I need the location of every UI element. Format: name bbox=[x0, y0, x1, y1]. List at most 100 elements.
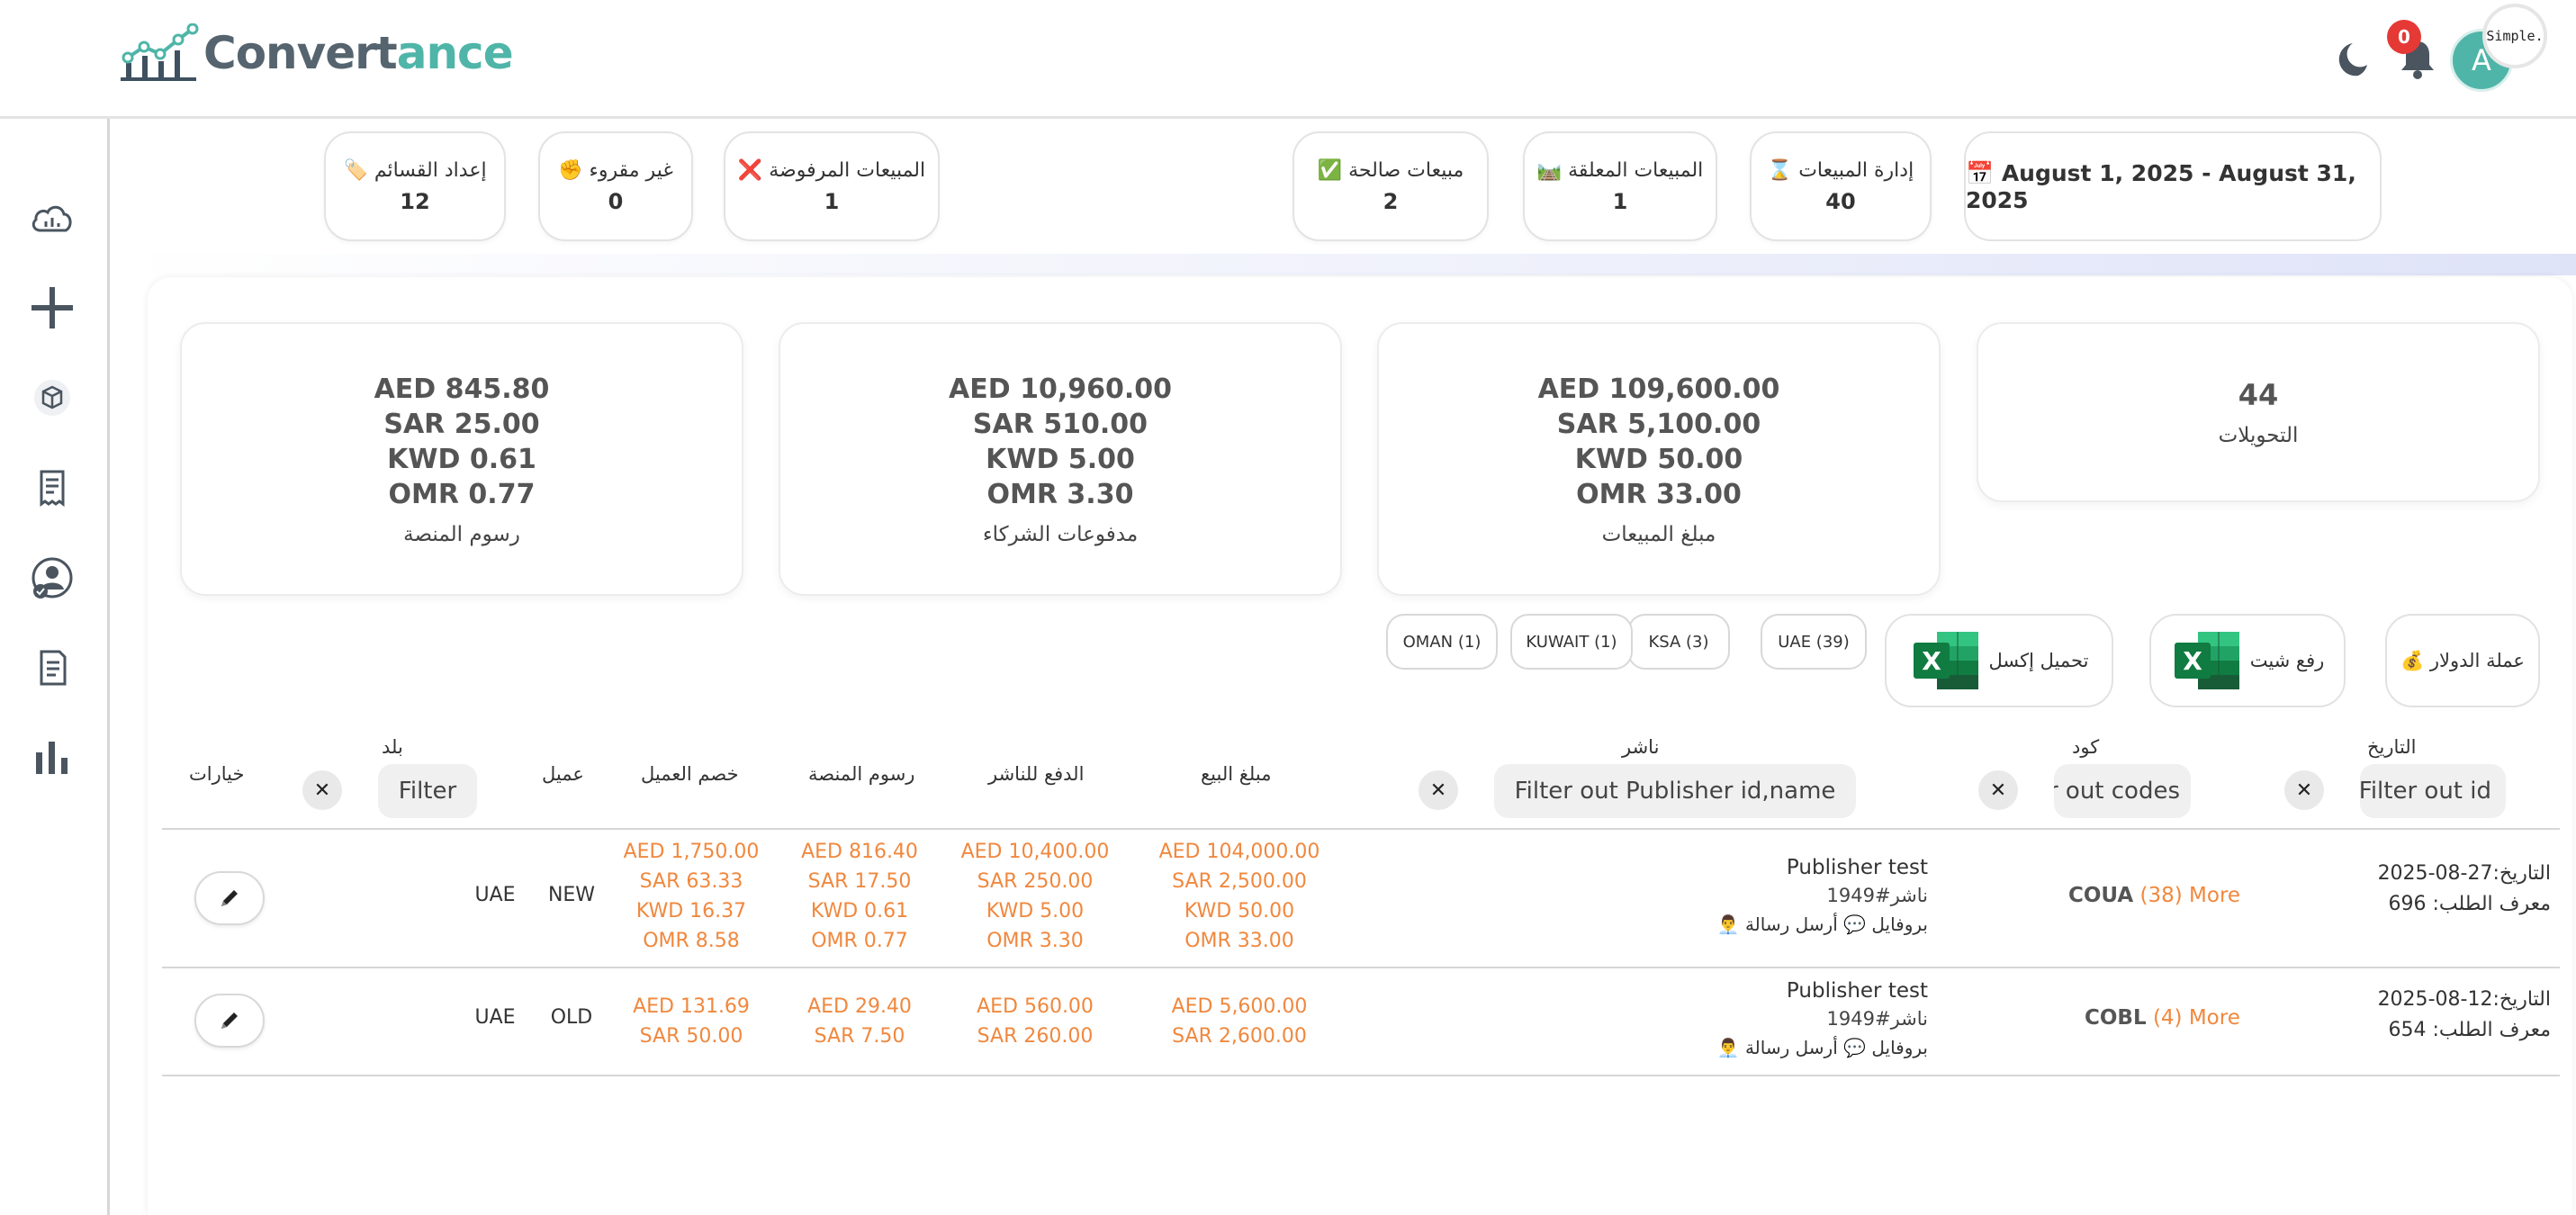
card-line: OMR 0.77 bbox=[388, 479, 536, 510]
row-country: UAE bbox=[474, 1006, 516, 1029]
invoice-icon[interactable] bbox=[27, 643, 77, 693]
plus-icon[interactable] bbox=[27, 283, 77, 333]
amount-line: SAR 2,600.00 bbox=[1172, 1025, 1307, 1048]
country-filter-oman[interactable]: OMAN (1) bbox=[1386, 614, 1498, 670]
country-filter-kuwait[interactable]: KUWAIT (1) bbox=[1510, 614, 1633, 670]
pencil-icon bbox=[221, 1012, 238, 1029]
simple-badge[interactable]: Simple. bbox=[2482, 4, 2547, 68]
card-line: AED 10,960.00 bbox=[949, 374, 1172, 405]
stat-rejected-sales[interactable]: ❌ المبيعات المرفوضة 1 bbox=[724, 131, 940, 241]
row-code: COUA (38) More bbox=[2068, 884, 2240, 907]
amount-line: OMR 0.77 bbox=[811, 930, 908, 952]
header-publisher-payment: الدفع للناشر bbox=[988, 763, 1085, 785]
row-order-id: معرف الطلب: 696 bbox=[2388, 893, 2552, 915]
amount-line: SAR 250.00 bbox=[977, 870, 1094, 893]
publisher-id: ناشر#1949 bbox=[1826, 885, 1928, 906]
user-check-icon[interactable] bbox=[27, 553, 77, 603]
stat-valid-sales[interactable]: ✅ مبيعات صالحة 2 bbox=[1293, 131, 1489, 241]
row-platform-fee: AED 29.40 SAR 7.50 bbox=[783, 992, 936, 1051]
row-publisher-payment: AED 560.00 SAR 260.00 bbox=[945, 992, 1125, 1051]
edit-row-button[interactable] bbox=[194, 871, 265, 925]
row-publisher-payment: AED 10,400.00 SAR 250.00 KWD 5.00 OMR 3.… bbox=[945, 837, 1125, 956]
clear-country-filter-button[interactable]: ✕ bbox=[302, 770, 342, 810]
moon-icon[interactable] bbox=[2331, 40, 2371, 79]
amount-line: OMR 3.30 bbox=[986, 930, 1084, 952]
card-line: AED 109,600.00 bbox=[1537, 374, 1780, 405]
header-country: بلد bbox=[382, 736, 403, 758]
publisher-filter-input[interactable]: Filter out Publisher id,name bbox=[1494, 764, 1856, 818]
edit-row-button[interactable] bbox=[194, 994, 265, 1048]
amount-line: AED 560.00 bbox=[977, 995, 1094, 1018]
stat-unread[interactable]: ✊ غير مقروء 0 bbox=[538, 131, 693, 241]
stat-label: 🛤️ المبيعات المعلقة bbox=[1536, 158, 1704, 182]
bar-chart-icon[interactable] bbox=[27, 733, 77, 783]
box-icon[interactable] bbox=[27, 373, 77, 423]
row-code-more-link[interactable]: (38) More bbox=[2139, 884, 2241, 907]
amount-line: OMR 33.00 bbox=[1184, 930, 1294, 952]
date-range-picker[interactable]: 📅 August 1, 2025 - August 31, 2025 bbox=[1964, 131, 2382, 241]
receipt-icon[interactable] bbox=[27, 463, 77, 513]
usd-currency-button[interactable]: 💰 عملة الدولار bbox=[2385, 614, 2540, 707]
card-title: مدفوعات الشركاء bbox=[982, 523, 1139, 546]
card-line: SAR 510.00 bbox=[972, 409, 1148, 440]
download-excel-button[interactable]: X تحميل إكسل bbox=[1885, 614, 2113, 707]
country-filter-ksa[interactable]: KSA (3) bbox=[1627, 614, 1730, 670]
stat-lists-prep[interactable]: 🏷️ إعداد القسائم 12 bbox=[324, 131, 506, 241]
country-filter-uae[interactable]: UAE (39) bbox=[1761, 614, 1867, 670]
row-order-id: معرف الطلب: 654 bbox=[2388, 1019, 2552, 1041]
row-divider bbox=[162, 1075, 2560, 1076]
stat-label: ❌ المبيعات المرفوضة bbox=[737, 158, 926, 182]
sidebar bbox=[0, 119, 110, 1215]
clear-code-filter-button[interactable]: ✕ bbox=[1978, 770, 2018, 810]
cloud-icon[interactable] bbox=[27, 193, 77, 243]
svg-text:X: X bbox=[1922, 646, 1941, 676]
row-customer: OLD bbox=[550, 1006, 593, 1029]
card-title: رسوم المنصة bbox=[403, 523, 520, 546]
excel-icon: X bbox=[2174, 632, 2239, 689]
divider-strip bbox=[110, 254, 2576, 275]
upload-sheet-button[interactable]: X رفع شيت bbox=[2149, 614, 2346, 707]
amount-line: AED 29.40 bbox=[807, 995, 912, 1018]
logo-text-part1: Convert bbox=[203, 27, 398, 79]
row-customer-discount: AED 131.69 SAR 50.00 bbox=[612, 992, 770, 1051]
publisher-links[interactable]: 👨‍💼 بروفايل 💬 أرسل رسالة bbox=[1716, 914, 1928, 935]
stat-label: ⌛ إدارة المبيعات bbox=[1767, 158, 1914, 182]
row-divider bbox=[162, 967, 2560, 968]
publisher-links[interactable]: 👨‍💼 بروفايل 💬 أرسل رسالة bbox=[1716, 1037, 1928, 1058]
card-platform-fees: AED 845.80 SAR 25.00 KWD 0.61 OMR 0.77 ر… bbox=[180, 322, 743, 596]
card-line: SAR 5,100.00 bbox=[1556, 409, 1761, 440]
pencil-icon bbox=[221, 890, 238, 906]
stat-value: 1 bbox=[1612, 188, 1628, 214]
amount-line: SAR 7.50 bbox=[814, 1025, 905, 1048]
row-code-more-link[interactable]: (4) More bbox=[2152, 1006, 2240, 1030]
card-line: KWD 0.61 bbox=[387, 444, 536, 475]
logo-text-part2: ance bbox=[396, 27, 514, 79]
card-title: التحويلات bbox=[2218, 423, 2299, 447]
header-code: كود bbox=[2072, 736, 2100, 758]
logo[interactable]: Convertance bbox=[117, 23, 514, 83]
logo-chart-icon bbox=[121, 23, 199, 81]
card-line: KWD 50.00 bbox=[1574, 444, 1743, 475]
amount-line: SAR 2,500.00 bbox=[1172, 870, 1307, 893]
amount-line: KWD 5.00 bbox=[986, 900, 1085, 922]
country-filter-input[interactable]: Filter bbox=[378, 764, 477, 818]
card-partner-payments: AED 10,960.00 SAR 510.00 KWD 5.00 OMR 3.… bbox=[779, 322, 1342, 596]
row-sale-amount: AED 5,600.00 SAR 2,600.00 bbox=[1148, 992, 1331, 1051]
row-customer: NEW bbox=[547, 884, 596, 906]
date-filter-input[interactable]: Filter out id bbox=[2360, 764, 2506, 818]
amount-line: SAR 17.50 bbox=[807, 870, 912, 893]
publisher-name: Publisher test bbox=[1786, 856, 1928, 879]
code-filter-input[interactable]: Filter out codes bbox=[2054, 764, 2191, 818]
amount-line: AED 1,750.00 bbox=[623, 841, 760, 863]
svg-text:X: X bbox=[2183, 646, 2202, 676]
row-date: التاريخ:12-08-2025 bbox=[2377, 988, 2551, 1011]
card-line: OMR 33.00 bbox=[1576, 479, 1742, 510]
header-customer: عميل bbox=[542, 763, 584, 785]
stat-pending-sales[interactable]: 🛤️ المبيعات المعلقة 1 bbox=[1523, 131, 1717, 241]
amount-line: SAR 260.00 bbox=[977, 1025, 1094, 1048]
clear-date-filter-button[interactable]: ✕ bbox=[2284, 770, 2324, 810]
clear-publisher-filter-button[interactable]: ✕ bbox=[1419, 770, 1458, 810]
stat-sales-management[interactable]: ⌛ إدارة المبيعات 40 bbox=[1750, 131, 1932, 241]
stat-label: ✅ مبيعات صالحة bbox=[1317, 158, 1464, 182]
amount-line: KWD 0.61 bbox=[810, 900, 909, 922]
